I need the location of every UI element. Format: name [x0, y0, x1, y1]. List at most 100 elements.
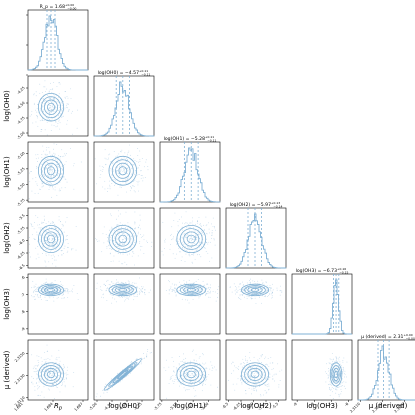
contour-2 — [244, 285, 266, 295]
contour-1 — [183, 367, 200, 381]
x-tick-label-logOH2-0: -6.5 — [221, 402, 229, 410]
sample-cloud — [229, 278, 283, 304]
x-tick-label-logOH2-1: -6.25 — [232, 402, 241, 411]
contour-0 — [118, 166, 128, 176]
panel-frame — [93, 273, 155, 335]
y-tick-label-logOH2-3: -5.75 — [16, 226, 25, 235]
y-axis-label-logOH3: log(OH3) — [3, 288, 11, 320]
scatter-panel-Rp-logOH1 — [27, 141, 89, 203]
x-tick-label-logOH1-2: -5.25 — [184, 402, 193, 411]
histogram-mu — [357, 345, 415, 401]
y-tick-label-logOH1-2: -5.25 — [16, 167, 25, 176]
panel-frame — [27, 141, 89, 203]
contour-2 — [179, 228, 203, 250]
x-axis-label-logOH1: log(OH1) — [174, 402, 206, 410]
contour-1 — [112, 365, 133, 384]
y-tick-label-logOH0-0: -5.00 — [16, 130, 26, 140]
y-tick-label-mu-1: 2.3130 — [14, 373, 26, 385]
contour-3 — [108, 224, 138, 254]
contour-0 — [334, 370, 339, 379]
sample-cloud — [96, 277, 152, 304]
histogram-logOH3 — [292, 279, 352, 335]
scatter-panel-logOH3-mu — [291, 339, 353, 401]
contour-0 — [47, 234, 56, 244]
histogram-Rp — [27, 15, 88, 71]
contour-3 — [38, 155, 65, 186]
histogram-logOH1 — [159, 147, 221, 203]
sample-cloud — [95, 210, 153, 266]
sample-cloud — [325, 352, 348, 400]
contour-2 — [41, 96, 62, 119]
histogram-logOH2 — [225, 213, 287, 269]
contour-0 — [186, 234, 196, 244]
contour-1 — [44, 162, 59, 179]
y-tick-label-logOH2-0: -6.5 — [18, 263, 26, 271]
scatter-panel-logOH2-mu — [225, 339, 287, 401]
contour-3 — [103, 358, 142, 391]
sample-cloud — [28, 143, 82, 200]
contour-2 — [179, 285, 203, 295]
y-tick-label-logOH1-3: -5.00 — [16, 151, 26, 161]
y-tick-label-logOH2-2: -6.0 — [18, 238, 26, 246]
x-tick-label-logOH3-2: -7 — [327, 402, 332, 407]
y-tick-label-logOH0-2: -4.50 — [16, 100, 26, 110]
hist-panel-Rp — [27, 9, 89, 71]
contour-1 — [183, 286, 200, 294]
contour-0 — [117, 369, 129, 380]
contour-2 — [111, 159, 134, 183]
panel-frame — [93, 75, 155, 137]
contour-1 — [332, 367, 340, 381]
sample-cloud — [94, 144, 149, 196]
panel-frame — [27, 339, 89, 401]
scatter-panel-logOH1-logOH3 — [159, 273, 221, 335]
contour-2 — [331, 365, 341, 384]
x-tick-label-logOH0-3: -4.25 — [133, 402, 142, 411]
param-title-logOH2: log(OH2) = −5.97+0.13 −0.14 — [230, 201, 283, 208]
y-tick-label-logOH3-1: -8 — [20, 309, 26, 315]
contour-3 — [329, 362, 343, 387]
contour-3 — [108, 283, 138, 297]
hist-panel-logOH0 — [93, 75, 155, 137]
contour-3 — [240, 362, 270, 387]
x-axis-label-logOH0: log(OH0) — [108, 402, 140, 410]
panel-frame — [291, 339, 353, 401]
y-tick-label-logOH3-3: -6 — [20, 275, 26, 281]
sample-cloud — [31, 344, 75, 400]
contour-3 — [176, 283, 207, 297]
panel-frame — [93, 207, 155, 269]
contour-2 — [111, 285, 134, 295]
x-tick-label-logOH0-1: -4.75 — [103, 402, 112, 411]
histogram-logOH0 — [93, 81, 155, 137]
y-tick-label-logOH1-1: -5.50 — [16, 182, 26, 192]
panel-frame — [159, 339, 221, 401]
sample-cloud — [163, 349, 219, 399]
contour-3 — [240, 283, 270, 297]
contour-1 — [115, 231, 131, 247]
y-axis-label-mu: μ (derived) — [3, 350, 11, 389]
y-axis-label-logOH0: log(OH0) — [3, 90, 11, 122]
scatter-panel-Rp-logOH2 — [27, 207, 89, 269]
x-tick-label-logOH1-0: -5.75 — [153, 402, 162, 411]
contour-1 — [44, 367, 59, 381]
y-tick-label-logOH2-1: -6.25 — [16, 251, 25, 260]
x-axis-label-mu: μ (derived) — [369, 402, 408, 410]
contour-2 — [41, 365, 62, 384]
scatter-panel-logOH1-mu — [159, 339, 221, 401]
contour-1 — [183, 231, 200, 247]
scatter-panel-logOH0-mu — [93, 339, 155, 401]
x-tick-label-logOH2-2: -6.0 — [246, 401, 254, 409]
panel-frame — [159, 207, 221, 269]
contour-2 — [41, 159, 62, 183]
x-axis-label-Rp: Rp — [54, 402, 62, 412]
panel-frame — [27, 9, 89, 71]
y-tick-label-logOH0-3: -4.25 — [16, 86, 25, 95]
y-tick-label-logOH3-2: -7 — [20, 292, 25, 297]
x-tick-label-Rp-2: 1.687 — [74, 402, 84, 412]
y-tick-label-logOH3-0: -9 — [20, 326, 26, 332]
contour-0 — [118, 234, 128, 244]
y-tick-label-logOH2-4: -5.5 — [18, 213, 26, 221]
contour-1 — [115, 286, 131, 294]
hist-panel-logOH1 — [159, 141, 221, 203]
hist-panel-logOH2 — [225, 207, 287, 269]
